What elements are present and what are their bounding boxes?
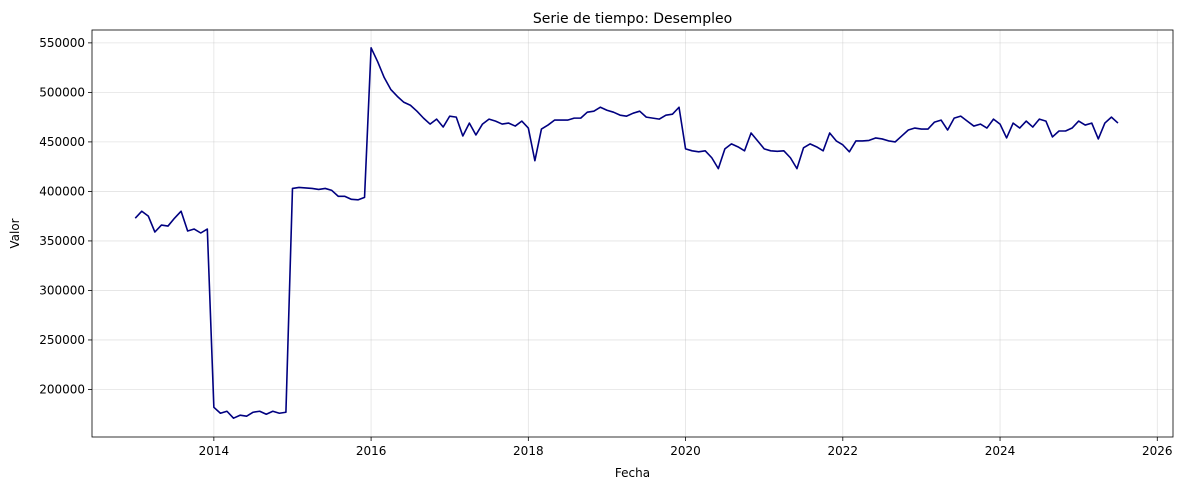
x-tick-label: 2022 <box>828 444 859 458</box>
y-tick-label: 500000 <box>39 85 85 99</box>
ticks: 2014 2016 2018 2020 2022 2024 2026 200000 250000… <box>39 36 1172 458</box>
x-tick-label: 2024 <box>985 444 1016 458</box>
y-tick-label: 550000 <box>39 36 85 50</box>
y-tick-label: 400000 <box>39 184 85 198</box>
y-axis-label: Valor <box>8 218 22 248</box>
y-tick-label: 200000 <box>39 382 85 396</box>
y-tick-label: 450000 <box>39 135 85 149</box>
y-tick-label: 350000 <box>39 234 85 248</box>
grid <box>92 30 1173 437</box>
series-line <box>134 47 1119 419</box>
series-layer <box>134 47 1119 419</box>
x-tick-label: 2026 <box>1142 444 1173 458</box>
x-axis-label: Fecha <box>615 466 650 480</box>
y-tick-label: 300000 <box>39 283 85 297</box>
x-tick-label: 2016 <box>356 444 387 458</box>
x-tick-label: 2020 <box>670 444 701 458</box>
plot-frame <box>91 29 1174 438</box>
chart-title: Serie de tiempo: Desempleo <box>533 11 732 27</box>
y-tick-label: 250000 <box>39 333 85 347</box>
x-tick-label: 2014 <box>199 444 230 458</box>
x-tick-label: 2018 <box>513 444 544 458</box>
